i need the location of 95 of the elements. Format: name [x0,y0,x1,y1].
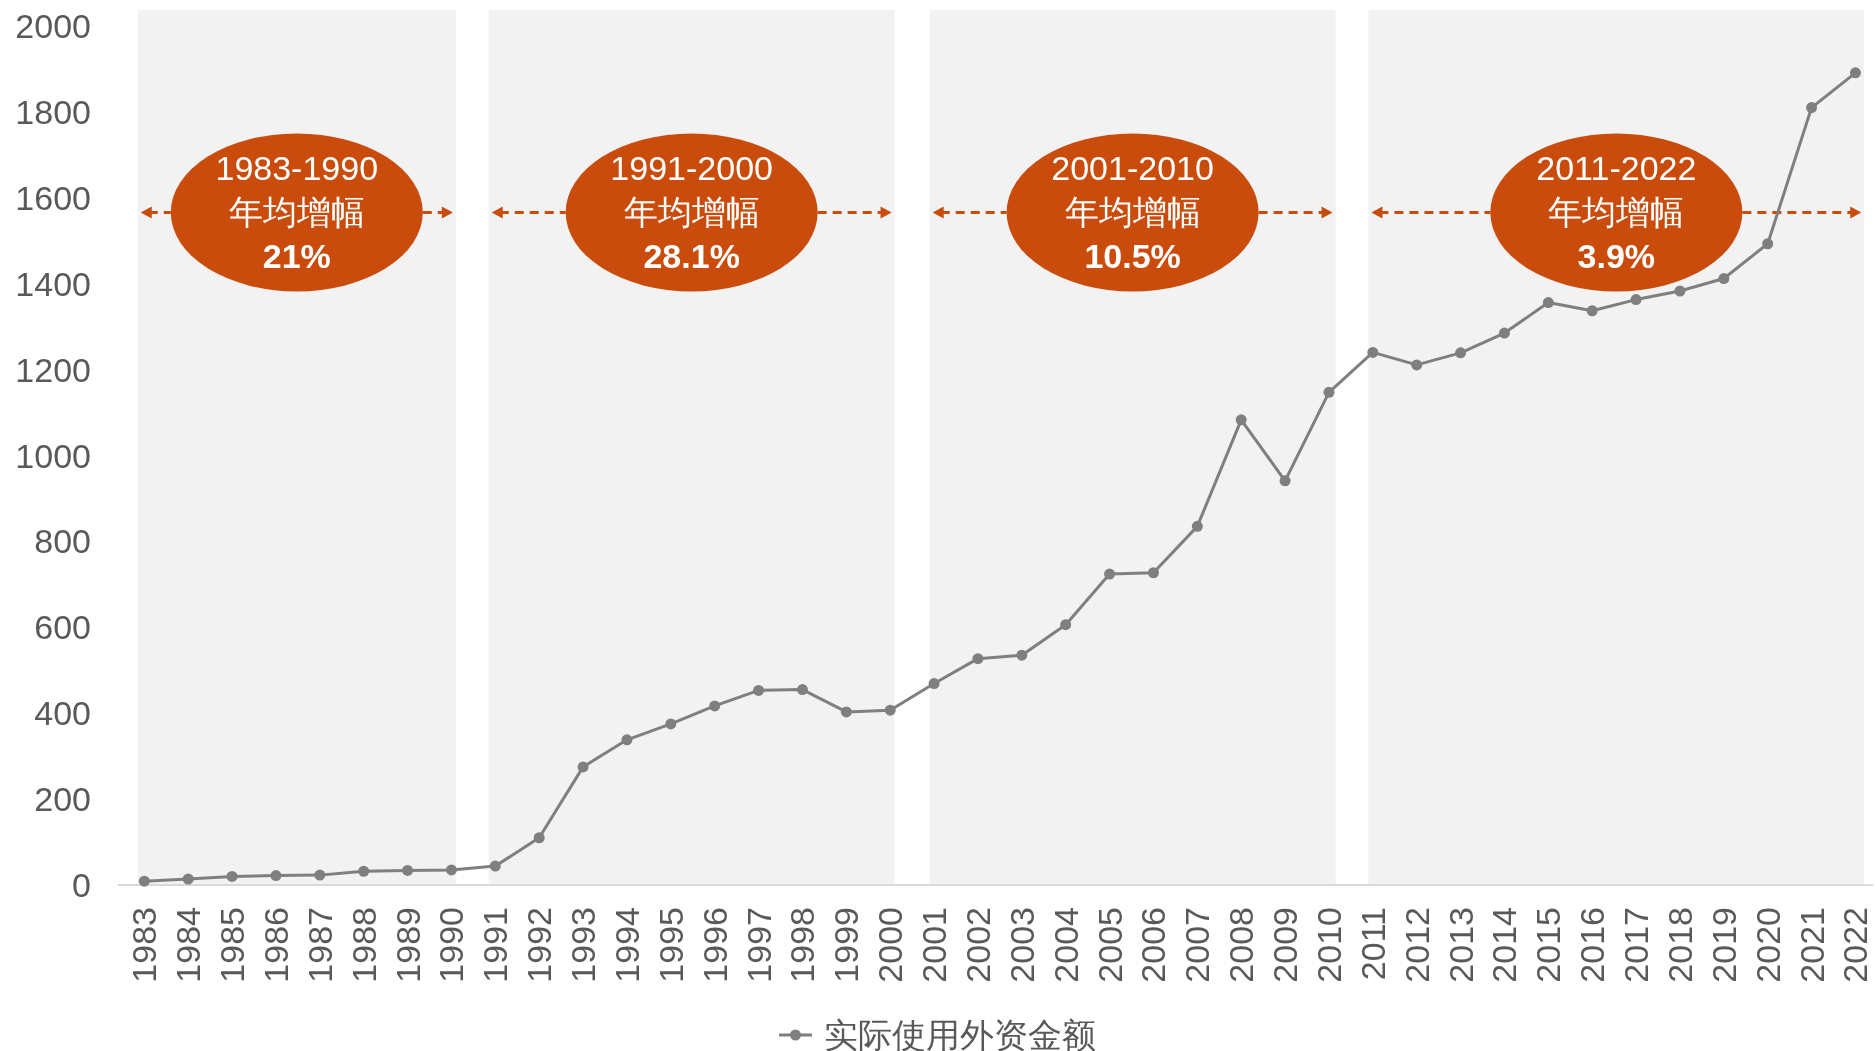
point [621,734,633,746]
point [358,865,370,877]
point [1806,102,1818,114]
band-label: 2001-2010 年均增幅 10.5% [1051,149,1214,276]
point [1323,386,1335,398]
band-label: 2011-2022 年均增幅 3.9% [1536,149,1697,276]
x-tick-label: 2001 [915,907,954,983]
point [709,700,721,712]
point [1060,619,1072,631]
point [1104,568,1116,580]
x-tick-label: 2022 [1836,907,1875,983]
y-tick-label: 1800 [15,92,91,131]
x-tick-label: 2019 [1704,907,1743,983]
point [840,706,852,718]
x-tick-label: 2008 [1222,907,1261,983]
point [796,684,808,696]
point [1674,285,1686,297]
point [884,704,896,716]
y-tick-label: 1400 [15,264,91,303]
x-tick-label: 1999 [827,907,866,983]
x-tick-label: 2004 [1046,907,1085,983]
y-tick-label: 200 [34,780,91,819]
x-tick-label: 2020 [1748,907,1787,983]
x-tick-label: 2016 [1573,907,1612,983]
point [270,870,282,882]
point [1411,359,1423,371]
x-tick-label: 2021 [1792,907,1831,983]
point [1367,346,1379,358]
y-tick-label: 0 [72,866,91,904]
x-tick-label: 2007 [1178,907,1217,983]
point [928,678,940,690]
point [489,860,501,872]
x-tick-label: 2013 [1441,907,1480,983]
x-tick-label: 1997 [739,907,778,983]
point [1455,347,1467,359]
x-tick-label: 2000 [871,907,910,983]
x-tick-label: 1987 [300,907,339,983]
point [1586,305,1598,317]
y-tick-label: 400 [34,694,91,733]
point [1235,414,1247,426]
x-tick-label: 1992 [520,907,559,983]
y-tick-label: 1600 [15,178,91,217]
x-tick-label: 1990 [432,907,471,983]
point [665,718,677,730]
point [1718,273,1730,285]
x-tick-label: 2009 [1266,907,1305,983]
y-tick-label: 600 [34,608,91,647]
x-tick-label: 2015 [1529,907,1568,983]
x-tick-label: 1991 [476,907,515,983]
x-tick-label: 1993 [564,907,603,983]
x-tick-label: 1986 [256,907,295,983]
point [1849,67,1861,79]
x-tick-label: 1984 [169,907,208,983]
point [1762,238,1774,250]
y-tick-label: 1000 [15,436,91,475]
x-tick-label: 1983 [125,907,164,983]
band-label: 1991-2000 年均增幅 28.1% [610,149,773,276]
x-tick-label: 2018 [1660,907,1699,983]
point [1542,297,1554,309]
point [138,875,150,887]
y-tick-label: 2000 [15,7,91,45]
y-tick-label: 800 [34,522,91,561]
point [972,653,984,665]
point [1498,327,1510,339]
x-tick-label: 1995 [651,907,690,983]
point [1191,520,1203,532]
point [402,864,414,876]
x-tick-label: 2006 [1134,907,1173,983]
x-tick-label: 2012 [1397,907,1436,983]
x-tick-label: 2003 [1002,907,1041,983]
x-tick-label: 1988 [344,907,383,983]
x-tick-label: 2011 [1353,907,1392,981]
x-tick-label: 1996 [695,907,734,983]
x-tick-label: 2002 [958,907,997,983]
point [182,873,194,885]
y-tick-label: 1200 [15,350,91,389]
point [753,684,765,696]
point [1630,294,1642,306]
point [533,832,545,844]
point [1016,649,1028,661]
x-tick-label: 2017 [1617,907,1656,983]
band-label: 1983-1990 年均增幅 21% [215,149,379,276]
point [1279,475,1291,487]
point [226,870,238,882]
x-tick-label: 2005 [1090,907,1129,983]
point [1147,567,1159,579]
x-tick-label: 2014 [1485,907,1524,983]
x-tick-label: 1994 [607,907,646,983]
x-tick-label: 1985 [213,907,252,983]
x-tick-label: 1998 [783,907,822,983]
point [445,864,457,876]
point [314,869,326,881]
point [577,761,589,773]
x-tick-label: 2010 [1309,907,1348,983]
x-tick-label: 1989 [388,907,427,983]
